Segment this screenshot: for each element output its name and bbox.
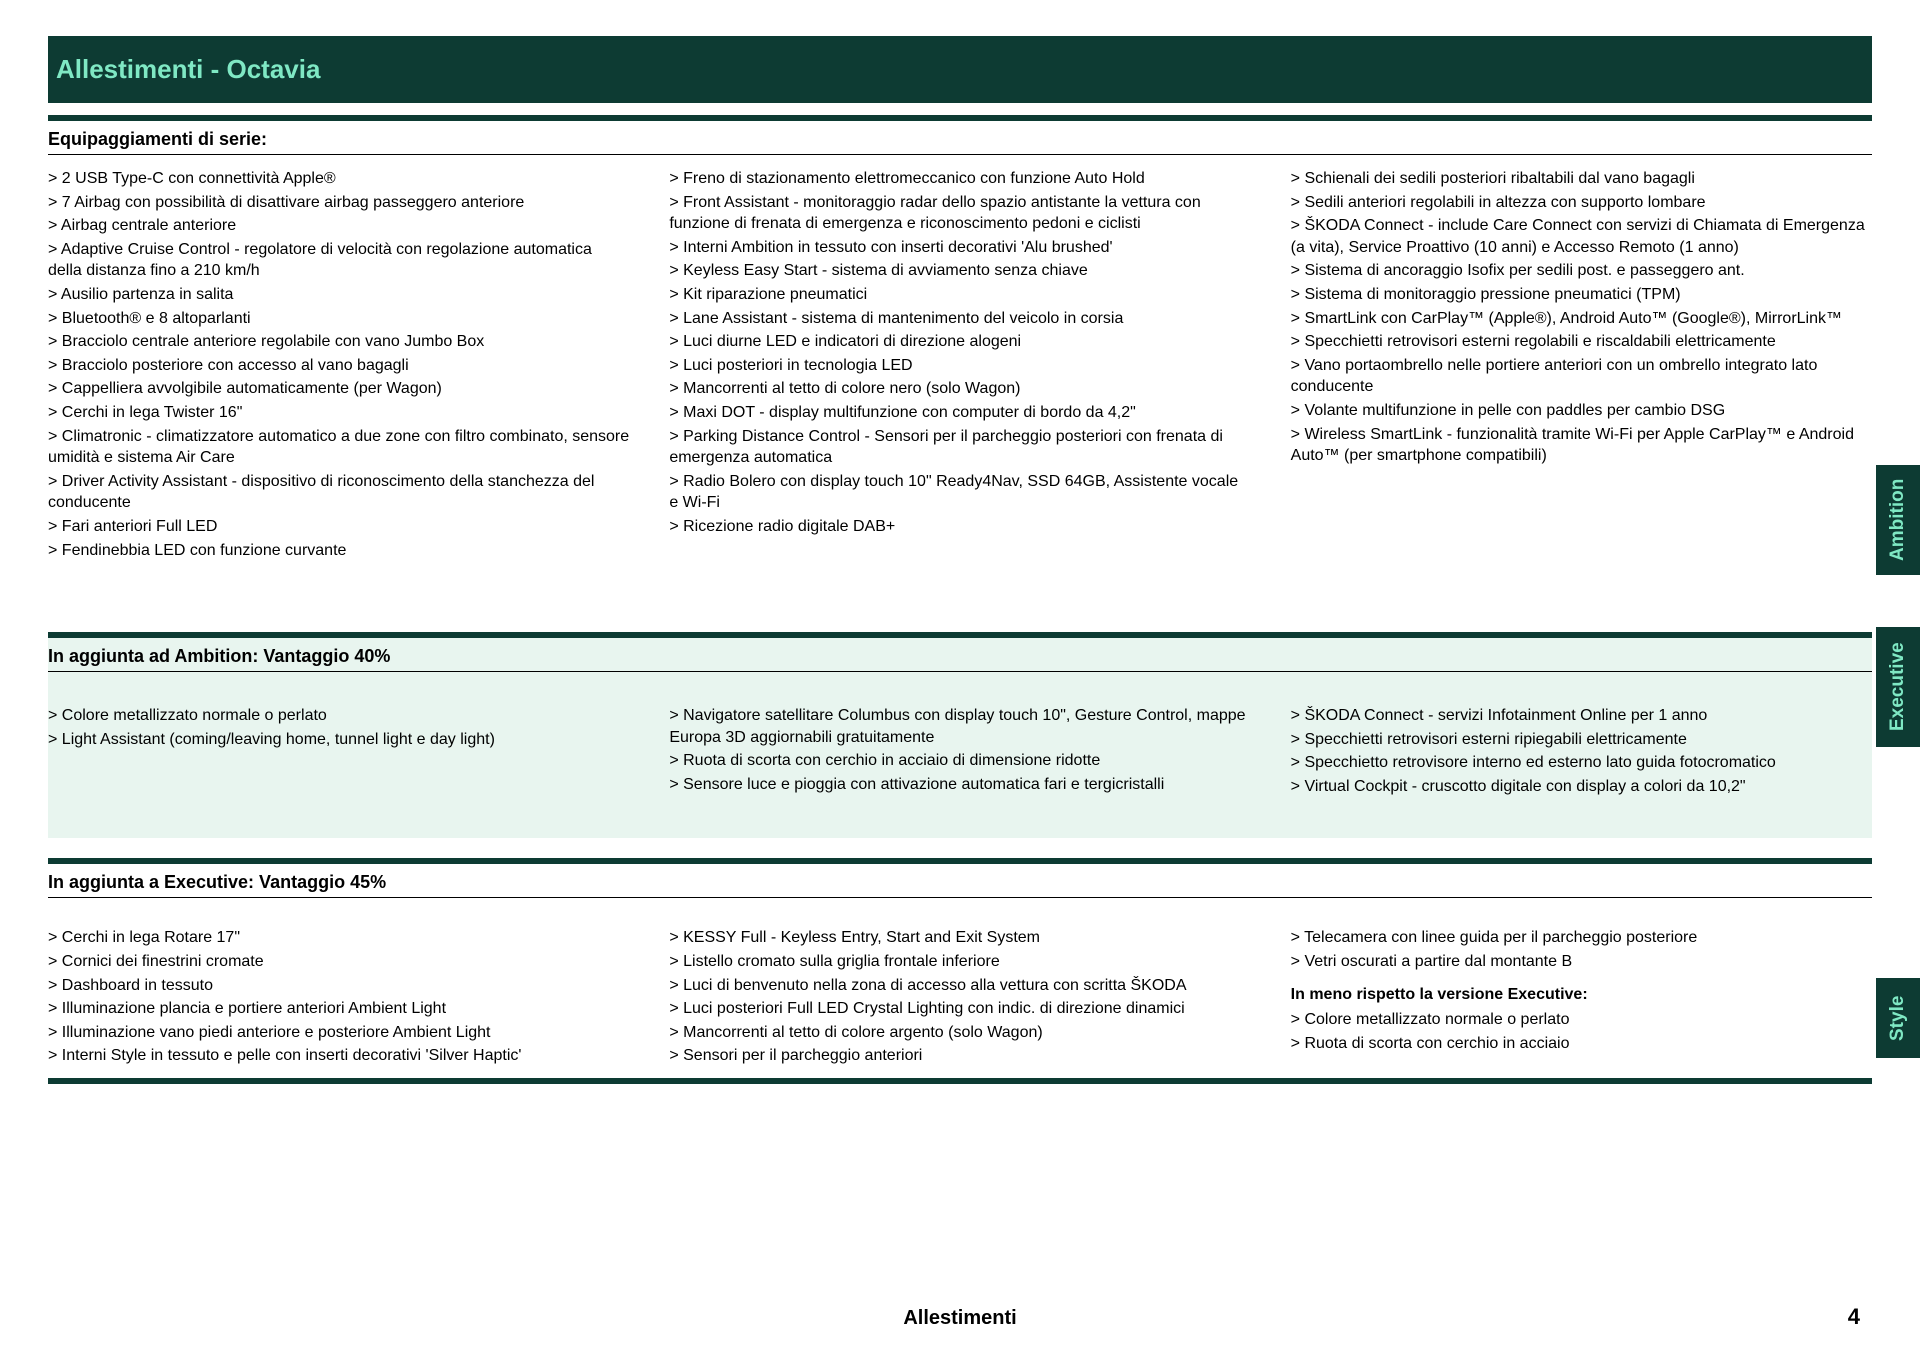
list-item: > Ausilio partenza in salita xyxy=(48,283,629,307)
list-item: > ŠKODA Connect - include Care Connect c… xyxy=(1291,214,1872,259)
section-ambition: Equipaggiamenti di serie: > 2 USB Type-C… xyxy=(48,115,1872,632)
list-item: > Schienali dei sedili posteriori ribalt… xyxy=(1291,167,1872,191)
list-item: > Luci diurne LED e indicatori di direzi… xyxy=(669,330,1250,354)
style-col3-subhead: In meno rispetto la versione Executive: xyxy=(1291,974,1872,1009)
tab-executive: Executive xyxy=(1876,627,1920,747)
style-col3: > Telecamera con linee guida per il parc… xyxy=(1291,926,1872,1068)
list-item: > Listello cromato sulla griglia frontal… xyxy=(669,950,1250,974)
list-item: > Virtual Cockpit - cruscotto digitale c… xyxy=(1291,775,1872,799)
executive-col3: > ŠKODA Connect - servizi Infotainment O… xyxy=(1291,704,1872,798)
list-item: > Bracciolo centrale anteriore regolabil… xyxy=(48,330,629,354)
list-item: > Freno di stazionamento elettromeccanic… xyxy=(669,167,1250,191)
list-item: > Volante multifunzione in pelle con pad… xyxy=(1291,399,1872,423)
style-col3-main: > Telecamera con linee guida per il parc… xyxy=(1291,926,1872,973)
list-item: > Keyless Easy Start - sistema di avviam… xyxy=(669,259,1250,283)
list-item: > Interni Style in tessuto e pelle con i… xyxy=(48,1044,629,1068)
style-columns: > Cerchi in lega Rotare 17"> Cornici dei… xyxy=(48,906,1872,1068)
page-number: 4 xyxy=(1848,1304,1860,1330)
list-item: > Radio Bolero con display touch 10" Rea… xyxy=(669,470,1250,515)
list-item: > Parking Distance Control - Sensori per… xyxy=(669,425,1250,470)
list-item: > 7 Airbag con possibilità di disattivar… xyxy=(48,191,629,215)
list-item: > Driver Activity Assistant - dispositiv… xyxy=(48,470,629,515)
list-item: > 2 USB Type-C con connettività Apple® xyxy=(48,167,629,191)
style-col2: > KESSY Full - Keyless Entry, Start and … xyxy=(669,926,1250,1068)
list-item: > Colore metallizzato normale o perlato xyxy=(48,704,629,728)
rule xyxy=(48,115,1872,121)
rule xyxy=(48,1078,1872,1084)
rule xyxy=(48,632,1872,638)
tab-ambition: Ambition xyxy=(1876,465,1920,575)
list-item: > Airbag centrale anteriore xyxy=(48,214,629,238)
ambition-columns: > 2 USB Type-C con connettività Apple®> … xyxy=(48,163,1872,562)
list-item: > Bluetooth® e 8 altoparlanti xyxy=(48,307,629,331)
list-item: > Ricezione radio digitale DAB+ xyxy=(669,515,1250,539)
list-item: > KESSY Full - Keyless Entry, Start and … xyxy=(669,926,1250,950)
list-item: > Climatronic - climatizzatore automatic… xyxy=(48,425,629,470)
list-item: > Cappelliera avvolgibile automaticament… xyxy=(48,377,629,401)
list-item: > Illuminazione vano piedi anteriore e p… xyxy=(48,1021,629,1045)
list-item: > Mancorrenti al tetto di colore nero (s… xyxy=(669,377,1250,401)
list-item: > Specchietti retrovisori esterni ripieg… xyxy=(1291,728,1872,752)
list-item: > Sensore luce e pioggia con attivazione… xyxy=(669,773,1250,797)
list-item: > Vetri oscurati a partire dal montante … xyxy=(1291,950,1872,974)
executive-columns: > Colore metallizzato normale o perlato>… xyxy=(48,680,1872,798)
executive-col2: > Navigatore satellitare Columbus con di… xyxy=(669,704,1250,798)
list-item: > Cerchi in lega Rotare 17" xyxy=(48,926,629,950)
list-item: > Ruota di scorta con cerchio in acciaio… xyxy=(669,749,1250,773)
list-item: > Specchietto retrovisore interno ed est… xyxy=(1291,751,1872,775)
style-col3-sub: > Colore metallizzato normale o perlato>… xyxy=(1291,1008,1872,1055)
list-item: > Ruota di scorta con cerchio in acciaio xyxy=(1291,1032,1872,1056)
list-item: > Luci di benvenuto nella zona di access… xyxy=(669,974,1250,998)
footer-label: Allestimenti xyxy=(0,1307,1920,1330)
list-item: > Mancorrenti al tetto di colore argento… xyxy=(669,1021,1250,1045)
section-style: In aggiunta a Executive: Vantaggio 45% >… xyxy=(48,858,1872,1114)
list-item: > Colore metallizzato normale o perlato xyxy=(1291,1008,1872,1032)
list-item: > Cerchi in lega Twister 16" xyxy=(48,401,629,425)
list-item: > Kit riparazione pneumatici xyxy=(669,283,1250,307)
tab-style: Style xyxy=(1876,978,1920,1058)
list-item: > Sistema di ancoraggio Isofix per sedil… xyxy=(1291,259,1872,283)
list-item: > Vano portaombrello nelle portiere ante… xyxy=(1291,354,1872,399)
list-item: > Adaptive Cruise Control - regolatore d… xyxy=(48,238,629,283)
list-item: > Luci posteriori Full LED Crystal Light… xyxy=(669,997,1250,1021)
list-item: > Bracciolo posteriore con accesso al va… xyxy=(48,354,629,378)
executive-title: In aggiunta ad Ambition: Vantaggio 40% xyxy=(48,640,1872,672)
list-item: > Navigatore satellitare Columbus con di… xyxy=(669,704,1250,749)
list-item: > Front Assistant - monitoraggio radar d… xyxy=(669,191,1250,236)
list-item: > Dashboard in tessuto xyxy=(48,974,629,998)
page-container: Allestimenti - Octavia Equipaggiamenti d… xyxy=(0,0,1920,1114)
rule xyxy=(48,858,1872,864)
executive-col1: > Colore metallizzato normale o perlato>… xyxy=(48,704,629,798)
list-item: > Fari anteriori Full LED xyxy=(48,515,629,539)
list-item: > Cornici dei finestrini cromate xyxy=(48,950,629,974)
list-item: > Light Assistant (coming/leaving home, … xyxy=(48,728,629,752)
list-item: > ŠKODA Connect - servizi Infotainment O… xyxy=(1291,704,1872,728)
ambition-col2: > Freno di stazionamento elettromeccanic… xyxy=(669,167,1250,562)
list-item: > Fendinebbia LED con funzione curvante xyxy=(48,539,629,563)
ambition-title: Equipaggiamenti di serie: xyxy=(48,123,1872,155)
list-item: > Specchietti retrovisori esterni regola… xyxy=(1291,330,1872,354)
list-item: > SmartLink con CarPlay™ (Apple®), Andro… xyxy=(1291,307,1872,331)
list-item: > Sistema di monitoraggio pressione pneu… xyxy=(1291,283,1872,307)
list-item: > Sedili anteriori regolabili in altezza… xyxy=(1291,191,1872,215)
section-executive: In aggiunta ad Ambition: Vantaggio 40% >… xyxy=(48,632,1872,838)
list-item: > Maxi DOT - display multifunzione con c… xyxy=(669,401,1250,425)
list-item: > Illuminazione plancia e portiere anter… xyxy=(48,997,629,1021)
page-title-bar: Allestimenti - Octavia xyxy=(48,36,1872,103)
ambition-col1: > 2 USB Type-C con connettività Apple®> … xyxy=(48,167,629,562)
list-item: > Wireless SmartLink - funzionalità tram… xyxy=(1291,423,1872,468)
style-title: In aggiunta a Executive: Vantaggio 45% xyxy=(48,866,1872,898)
page-title: Allestimenti - Octavia xyxy=(56,54,320,84)
ambition-col3: > Schienali dei sedili posteriori ribalt… xyxy=(1291,167,1872,562)
list-item: > Luci posteriori in tecnologia LED xyxy=(669,354,1250,378)
list-item: > Interni Ambition in tessuto con insert… xyxy=(669,236,1250,260)
list-item: > Sensori per il parcheggio anteriori xyxy=(669,1044,1250,1068)
list-item: > Telecamera con linee guida per il parc… xyxy=(1291,926,1872,950)
style-col1: > Cerchi in lega Rotare 17"> Cornici dei… xyxy=(48,926,629,1068)
list-item: > Lane Assistant - sistema di mantenimen… xyxy=(669,307,1250,331)
